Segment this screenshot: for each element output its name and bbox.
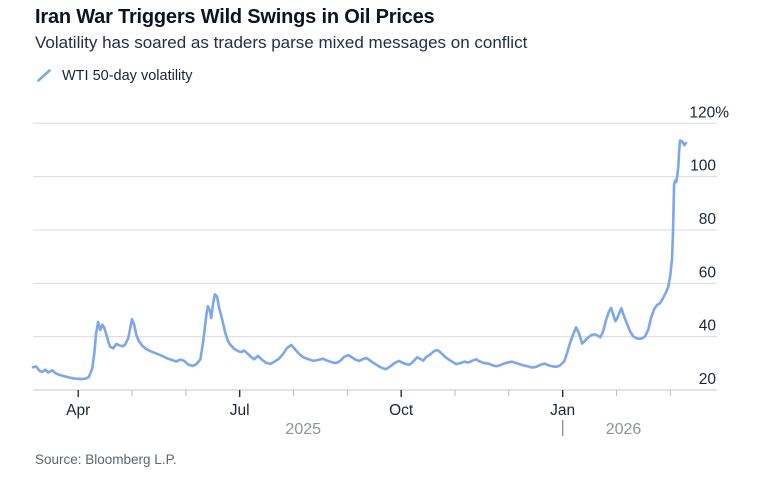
y-axis-tick-label: 120% xyxy=(689,104,729,121)
x-axis-tick-label: Apr xyxy=(66,402,90,419)
page-title: Iran War Triggers Wild Swings in Oil Pri… xyxy=(35,6,435,28)
chart-legend: WTI 50-day volatility xyxy=(36,67,193,84)
y-axis-tick-label: 60 xyxy=(699,264,717,281)
y-axis-tick-label: 100 xyxy=(690,158,716,175)
source-attribution: Source: Bloomberg L.P. xyxy=(35,452,177,467)
year-label: 2026 xyxy=(606,421,642,438)
x-axis-tick-label: Jul xyxy=(230,402,250,419)
y-axis-tick-label: 20 xyxy=(699,371,717,388)
x-axis-tick-label: Oct xyxy=(389,402,414,419)
line-swatch-icon xyxy=(37,69,51,82)
legend-label: WTI 50-day volatility xyxy=(62,67,193,84)
y-axis-tick-label: 40 xyxy=(699,318,717,335)
x-axis-tick-label: Jan xyxy=(550,402,575,419)
y-axis-tick-label: 80 xyxy=(699,211,717,228)
chart-subtitle: Volatility has soared as traders parse m… xyxy=(35,33,528,52)
year-label: 2025 xyxy=(285,421,321,438)
volatility-line-series xyxy=(31,139,688,381)
